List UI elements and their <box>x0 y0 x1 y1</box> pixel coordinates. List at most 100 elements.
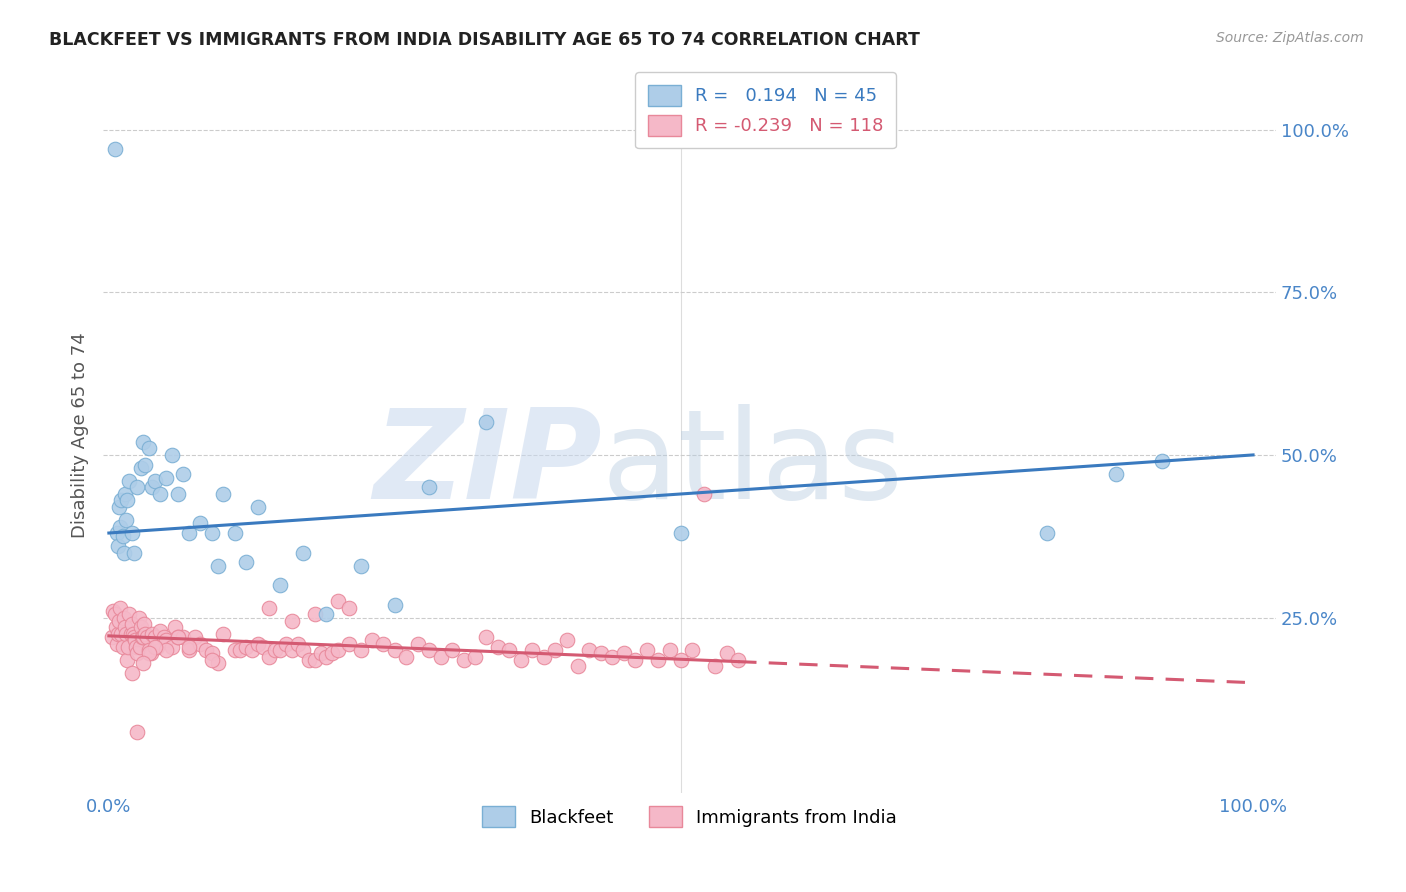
Point <box>115 653 138 667</box>
Point <box>257 649 280 664</box>
Point <box>101 630 124 644</box>
Point <box>121 526 143 541</box>
Point <box>127 480 149 494</box>
Point <box>155 633 177 648</box>
Point <box>252 640 274 654</box>
Point <box>110 493 132 508</box>
Point <box>235 555 257 569</box>
Point <box>172 467 194 482</box>
Point <box>132 656 155 670</box>
Point <box>152 630 174 644</box>
Point <box>138 647 160 661</box>
Point <box>326 643 349 657</box>
Point <box>127 647 149 661</box>
Point <box>555 633 578 648</box>
Point <box>201 647 224 661</box>
Point <box>453 653 475 667</box>
Point <box>429 649 451 664</box>
Point <box>172 630 194 644</box>
Point <box>166 630 188 644</box>
Point <box>298 653 321 667</box>
Point <box>121 665 143 680</box>
Point <box>349 643 371 657</box>
Point <box>115 513 138 527</box>
Point <box>522 643 544 657</box>
Point <box>613 647 636 661</box>
Point <box>128 640 150 654</box>
Point <box>287 637 309 651</box>
Point <box>486 640 509 654</box>
Point <box>636 643 658 657</box>
Point <box>115 627 138 641</box>
Point <box>108 500 131 514</box>
Point <box>1036 526 1059 541</box>
Point <box>110 519 132 533</box>
Point <box>704 659 727 673</box>
Point <box>384 643 406 657</box>
Point <box>292 545 315 559</box>
Text: atlas: atlas <box>602 403 904 524</box>
Point <box>201 653 224 667</box>
Point <box>195 643 218 657</box>
Point <box>110 600 132 615</box>
Point <box>127 724 149 739</box>
Point <box>141 647 163 661</box>
Point <box>281 614 304 628</box>
Point <box>118 607 141 622</box>
Point <box>111 529 134 543</box>
Point <box>229 643 252 657</box>
Point <box>155 643 177 657</box>
Y-axis label: Disability Age 65 to 74: Disability Age 65 to 74 <box>72 333 89 538</box>
Point <box>475 416 498 430</box>
Point <box>177 643 200 657</box>
Text: ZIP: ZIP <box>373 403 602 524</box>
Point <box>121 617 143 632</box>
Point <box>544 643 567 657</box>
Point <box>269 578 291 592</box>
Legend: Blackfeet, Immigrants from India: Blackfeet, Immigrants from India <box>475 799 904 834</box>
Point <box>589 647 612 661</box>
Point <box>373 637 395 651</box>
Point <box>149 487 172 501</box>
Point <box>240 643 263 657</box>
Point <box>1105 467 1128 482</box>
Point <box>384 598 406 612</box>
Point <box>131 630 153 644</box>
Point <box>125 640 148 654</box>
Point <box>669 526 692 541</box>
Point <box>315 607 337 622</box>
Point <box>326 594 349 608</box>
Point <box>257 600 280 615</box>
Point <box>1150 454 1173 468</box>
Point <box>143 630 166 644</box>
Point <box>141 480 163 494</box>
Point <box>693 487 716 501</box>
Point <box>166 487 188 501</box>
Point <box>166 630 188 644</box>
Point <box>143 474 166 488</box>
Point <box>146 640 169 654</box>
Point <box>134 458 156 472</box>
Point <box>269 643 291 657</box>
Point <box>309 647 332 661</box>
Point <box>141 627 163 641</box>
Point <box>441 643 464 657</box>
Point <box>304 653 326 667</box>
Point <box>292 643 315 657</box>
Point <box>578 643 600 657</box>
Point <box>105 526 128 541</box>
Point <box>207 558 229 573</box>
Text: Source: ZipAtlas.com: Source: ZipAtlas.com <box>1216 31 1364 45</box>
Point <box>103 604 125 618</box>
Point <box>647 653 669 667</box>
Point <box>509 653 531 667</box>
Point <box>349 558 371 573</box>
Point <box>190 637 212 651</box>
Point <box>120 627 142 641</box>
Point <box>138 442 160 456</box>
Point <box>658 643 681 657</box>
Point <box>129 461 152 475</box>
Point <box>201 526 224 541</box>
Point <box>716 647 738 661</box>
Point <box>138 643 160 657</box>
